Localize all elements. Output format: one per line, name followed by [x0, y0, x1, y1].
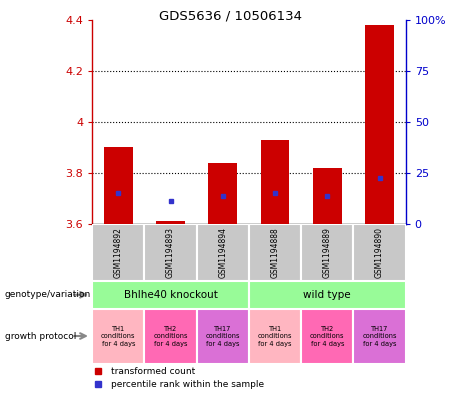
Bar [197, 224, 249, 281]
Bar [301, 309, 354, 364]
Text: TH2
conditions
for 4 days: TH2 conditions for 4 days [310, 325, 344, 347]
Text: percentile rank within the sample: percentile rank within the sample [111, 380, 264, 389]
Text: growth protocol: growth protocol [5, 332, 76, 340]
Text: GSM1194893: GSM1194893 [166, 227, 175, 278]
Text: wild type: wild type [303, 290, 351, 300]
Bar [354, 309, 406, 364]
Bar [92, 224, 144, 281]
Text: TH2
conditions
for 4 days: TH2 conditions for 4 days [154, 325, 188, 347]
Bar [144, 224, 197, 281]
Bar [92, 309, 144, 364]
Text: GDS5636 / 10506134: GDS5636 / 10506134 [159, 10, 302, 23]
Bar [92, 281, 249, 309]
Bar [261, 140, 290, 224]
Bar [301, 224, 354, 281]
Text: TH1
conditions
for 4 days: TH1 conditions for 4 days [258, 325, 292, 347]
Bar [197, 309, 249, 364]
Text: transformed count: transformed count [111, 367, 195, 376]
Text: TH17
conditions
for 4 days: TH17 conditions for 4 days [206, 325, 240, 347]
Text: GSM1194890: GSM1194890 [375, 227, 384, 278]
Bar [144, 309, 197, 364]
Text: GSM1194889: GSM1194889 [323, 227, 332, 278]
Bar [354, 224, 406, 281]
Text: TH17
conditions
for 4 days: TH17 conditions for 4 days [362, 325, 397, 347]
Bar [249, 224, 301, 281]
Text: genotype/variation: genotype/variation [5, 290, 91, 299]
Bar [208, 163, 237, 224]
Bar [104, 147, 133, 224]
Text: TH1
conditions
for 4 days: TH1 conditions for 4 days [101, 325, 136, 347]
Bar [313, 168, 342, 224]
Text: Bhlhe40 knockout: Bhlhe40 knockout [124, 290, 218, 300]
Bar [365, 25, 394, 224]
Bar [249, 309, 301, 364]
Text: GSM1194894: GSM1194894 [219, 227, 227, 278]
Text: GSM1194892: GSM1194892 [114, 227, 123, 278]
Text: GSM1194888: GSM1194888 [271, 227, 279, 278]
Bar [249, 281, 406, 309]
Bar [156, 222, 185, 224]
